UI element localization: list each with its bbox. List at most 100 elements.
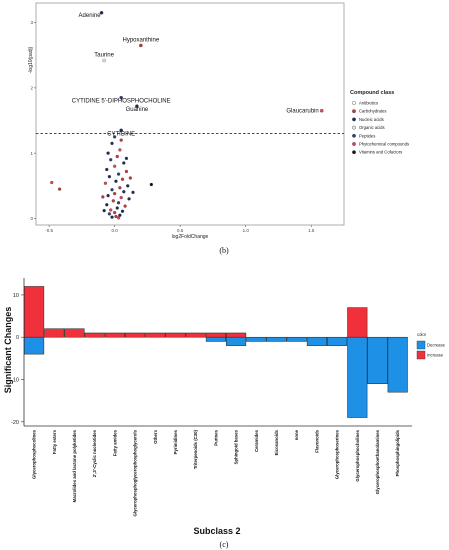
bar-legend: color Decrease Increase [416,332,446,360]
volcano-point [119,195,123,200]
volcano-labeled-point [135,104,139,108]
bar-category-label: Fatty amides [112,429,117,456]
bar-legend-swatch [416,340,426,350]
bar-category-label: Ceramides [254,429,259,452]
bar-category-label: Glycerophosphoserines [335,429,340,479]
volcano-point [50,180,54,185]
bar-legend-swatch [416,350,426,360]
decrease-bar [347,336,368,418]
volcano-legend-entry: Organic acids [359,125,385,130]
volcano-point-label: CYTIDINE [107,131,135,137]
increase-bar [24,286,45,338]
volcano-legend-entry: Peptides [359,133,375,138]
volcano-point [113,164,117,168]
volcano-point [123,204,127,208]
volcano-x-tick-label: 0.0 [112,228,119,233]
bar-chart: 10 0 -10 -20 Glycerophosphocolines Fatty est… [3,278,446,549]
volcano-x-tick-label: -0.5 [45,228,53,233]
volcano-y-axis-title: -log10(padj) [28,46,34,73]
increase-bar [226,332,247,338]
volcano-legend: Compound class Antibiotics Carbohydrates N… [350,90,409,155]
volcano-point [124,169,129,174]
increase-bar [44,328,65,338]
increase-bar [104,332,125,338]
volcano-point [126,184,130,188]
bars [24,286,408,418]
volcano-legend-swatch [352,142,356,146]
increase-bar [185,332,206,338]
volcano-labeled-point [99,11,104,15]
volcano-legend-entry: Nucleic acids [359,117,384,122]
volcano-point [115,206,119,210]
volcano-x-tick-label: 0.5 [177,228,184,233]
volcano-point [114,179,118,183]
volcano-point [101,195,105,199]
bar-legend-title: color [417,332,427,337]
volcano-point [57,187,62,191]
volcano-labeled-point [139,43,143,48]
bar-y-tick-label: 0 [16,335,19,341]
decrease-bar [24,336,45,355]
volcano-point [149,182,153,187]
bar-y-axis-title: Significant Changes [3,307,13,394]
bar-category-label: Others [153,429,158,443]
decrease-bar [306,336,327,346]
volcano-point [109,208,113,212]
decrease-bar [246,336,267,342]
bar-y-ticks: 10 0 -10 -20 [11,293,24,426]
volcano-point [102,209,106,213]
volcano-point [115,154,119,159]
bar-category-labels: Glycerophosphocolines Fatty esters Macroli… [32,429,401,516]
volcano-point [110,215,114,219]
decrease-bar [387,336,408,393]
volcano-plot: 0 1 2 3 -0.5 0.0 0.5 1.0 1.5 Adenine Hypoxanthin… [28,2,409,255]
volcano-legend-entry: Vitamins and Cofactors [359,150,402,155]
volcano-point-label: Hypoxanthine [122,37,159,43]
bar-category-label: Sphingoid bases [234,429,239,464]
decrease-bar [226,336,247,346]
volcano-legend-swatch [352,133,356,138]
volcano-point [122,161,126,165]
bar-y-tick-label: -10 [11,377,19,383]
volcano-point [118,148,122,152]
volcano-point [127,197,131,201]
volcano-legend-swatch [352,125,356,130]
decrease-bar [266,336,287,342]
bar-y-tick-label: -20 [11,420,19,426]
bar-category-label: Pyrimidines [173,429,178,454]
bar-category-label: Glycerophosphocolines [32,429,37,479]
increase-bar [165,332,186,338]
volcano-point [105,167,109,172]
volcano-labeled-point [102,58,106,63]
increase-bar [145,332,166,338]
bar-category-label: Phosphosphingolipids [395,429,400,476]
volcano-labeled-point [319,108,324,113]
increase-bar [125,332,146,338]
volcano-legend-entry: Carbohydrates [359,109,386,114]
volcano-point [107,212,112,216]
volcano-point [113,135,117,139]
volcano-point [128,176,132,180]
volcano-legend-entry: Phytochemical compounds [359,142,409,147]
volcano-point [116,216,121,220]
volcano-point [113,210,117,215]
volcano-point [118,186,122,190]
volcano-labeled-point [119,95,123,100]
volcano-labeled-point [119,128,123,133]
bar-y-tick-label: 10 [13,293,19,299]
volcano-point [114,214,118,219]
volcano-y-tick-label: 0 [30,216,33,221]
volcano-legend-title: Compound class [350,90,394,96]
volcano-points [50,11,324,220]
volcano-y-tick-label: 3 [30,20,33,25]
volcano-legend-swatch [352,150,356,155]
bar-category-label: Eicosanoids [274,429,279,455]
decrease-bar [286,336,307,342]
volcano-point-label: CYTIDINE 5'-DIPHOSPHOCHOLINE [72,99,171,105]
volcano-point-labels: Adenine Hypoxanthine Taurine CYTIDINE 5'-DI… [72,13,319,138]
bar-legend-entry: Decrease [427,343,446,348]
bar-category-label: Triterpenoids (C30) [193,429,198,469]
increase-bar [205,332,226,338]
volcano-point [120,177,125,181]
